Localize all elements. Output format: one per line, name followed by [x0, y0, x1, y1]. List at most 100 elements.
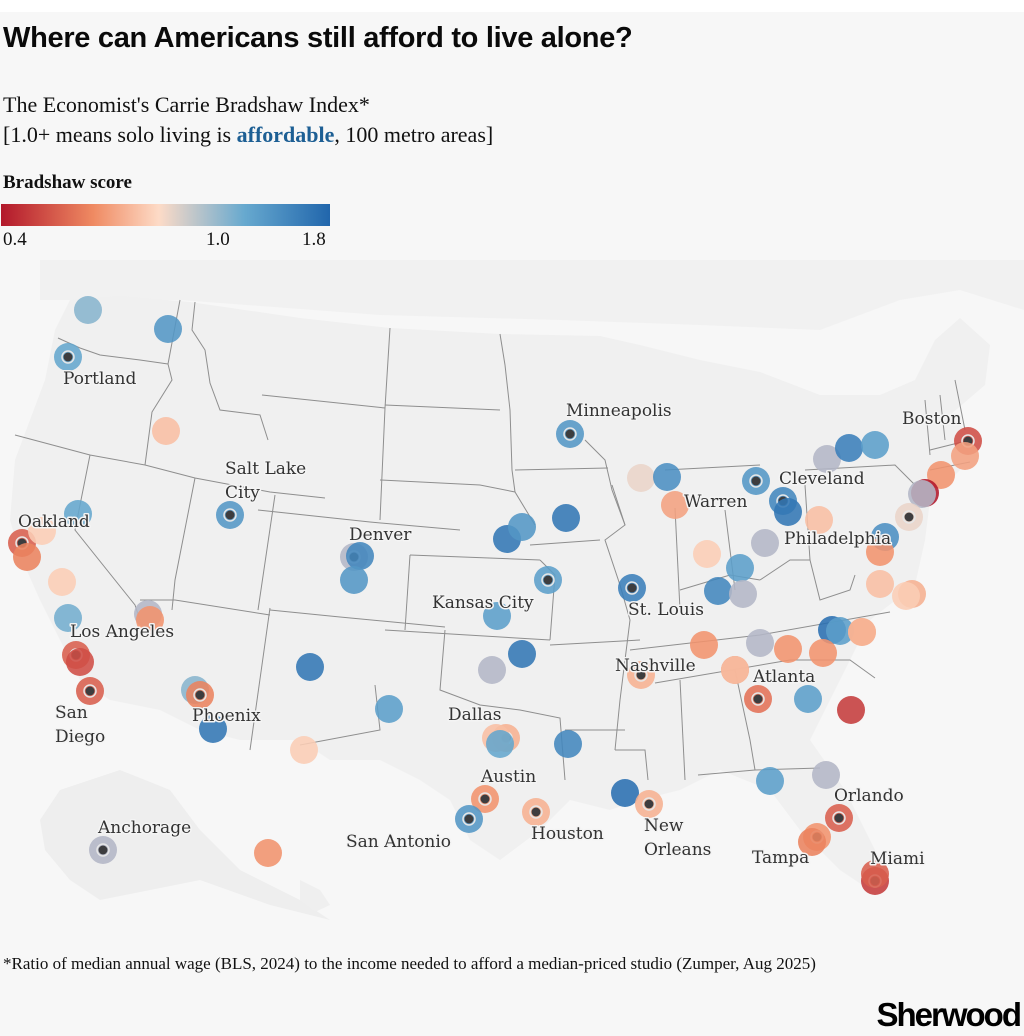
- bubble[interactable]: 1.7: [774, 498, 802, 526]
- bubble-circle[interactable]: [835, 434, 863, 462]
- bubble-phoenix[interactable]: Phoenix 0.7: [186, 681, 214, 709]
- bubble[interactable]: 0.7: [13, 543, 41, 571]
- bubble[interactable]: 0.9: [805, 506, 833, 534]
- bubble-circle[interactable]: [154, 315, 182, 343]
- bubble-circle[interactable]: [508, 513, 536, 541]
- bubble-warren[interactable]: Warren 1.5: [742, 467, 770, 495]
- bubble[interactable]: 0.75: [774, 635, 802, 663]
- bubble[interactable]: 1.55: [653, 463, 681, 491]
- bubble-st-louis[interactable]: St. Louis 1.65: [618, 574, 646, 602]
- bubble-circle[interactable]: [746, 629, 774, 657]
- bubble-circle[interactable]: [721, 656, 749, 684]
- bubble[interactable]: 0.75: [927, 461, 955, 489]
- bubble[interactable]: 1.45: [826, 617, 854, 645]
- bubble[interactable]: 0.5: [837, 696, 865, 724]
- bubble[interactable]: 1.7: [552, 504, 580, 532]
- bubble[interactable]: 1.3: [74, 296, 102, 324]
- bubble[interactable]: 1.2: [729, 580, 757, 608]
- bubble-circle[interactable]: [136, 606, 164, 634]
- bubble-circle[interactable]: [483, 602, 511, 630]
- bubble[interactable]: 1.05: [627, 464, 655, 492]
- bubble-circle[interactable]: [64, 500, 92, 528]
- bubble[interactable]: 1.35: [54, 604, 82, 632]
- bubble[interactable]: 0.75: [136, 606, 164, 634]
- bubble-circle[interactable]: [826, 617, 854, 645]
- bubble-new-orleans[interactable]: New Orleans 0.85: [635, 790, 663, 818]
- bubble[interactable]: 1.45: [726, 554, 754, 582]
- bubble-circle[interactable]: [340, 566, 368, 594]
- bubble-minneapolis[interactable]: Minneapolis 1.5: [556, 420, 584, 448]
- bubble-circle[interactable]: [690, 631, 718, 659]
- bubble-circle[interactable]: [199, 715, 227, 743]
- bubble[interactable]: 1.45: [861, 431, 889, 459]
- bubble[interactable]: 0.8: [951, 442, 979, 470]
- bubble-circle[interactable]: [13, 543, 41, 571]
- bubble-circle[interactable]: [866, 538, 894, 566]
- bubble[interactable]: 0.95: [892, 582, 920, 610]
- bubble[interactable]: 1.6: [704, 577, 732, 605]
- bubble[interactable]: 0.95: [48, 568, 76, 596]
- bubble[interactable]: 1.45: [794, 685, 822, 713]
- bubble[interactable]: 1.5: [508, 513, 536, 541]
- bubble-circle[interactable]: [798, 828, 826, 856]
- bubble[interactable]: 1.45: [375, 695, 403, 723]
- bubble-san-antonio[interactable]: San Antonio 1.5: [455, 805, 483, 833]
- bubble[interactable]: 1.25: [908, 480, 936, 508]
- bubble-circle[interactable]: [375, 695, 403, 723]
- bubble-circle[interactable]: [774, 498, 802, 526]
- bubble-circle[interactable]: [611, 779, 639, 807]
- bubble-circle[interactable]: [848, 618, 876, 646]
- bubble-circle[interactable]: [927, 461, 955, 489]
- bubble[interactable]: 0.75: [809, 639, 837, 667]
- bubble-circle[interactable]: [661, 491, 689, 519]
- bubble[interactable]: 0.9: [721, 656, 749, 684]
- bubble-circle[interactable]: [486, 730, 514, 758]
- bubble[interactable]: 1.45: [483, 602, 511, 630]
- bubble[interactable]: 0.9: [866, 570, 894, 598]
- bubble-circle[interactable]: [693, 540, 721, 568]
- bubble[interactable]: 1.6: [554, 730, 582, 758]
- bubble[interactable]: 1.4: [64, 500, 92, 528]
- bubble-circle[interactable]: [951, 442, 979, 470]
- bubble[interactable]: 1.25: [813, 445, 841, 473]
- bubble[interactable]: 1.5: [340, 566, 368, 594]
- bubble-circle[interactable]: [774, 635, 802, 663]
- bubble-circle[interactable]: [508, 640, 536, 668]
- bubble-circle[interactable]: [837, 696, 865, 724]
- bubble-circle[interactable]: [729, 580, 757, 608]
- bubble-houston[interactable]: Houston 0.85: [522, 798, 550, 826]
- bubble[interactable]: Honolulu 0.75: [254, 839, 282, 867]
- bubble[interactable]: 1.6: [346, 542, 374, 570]
- bubble[interactable]: Warren 0.8: [661, 491, 689, 519]
- bubble-portland[interactable]: Portland 1.4: [54, 343, 82, 371]
- bubble[interactable]: 1.4: [486, 730, 514, 758]
- bubble-circle[interactable]: [653, 463, 681, 491]
- bubble-circle[interactable]: [74, 296, 102, 324]
- bubble-austin[interactable]: Austin 0.75: [471, 785, 499, 813]
- bubble-orlando[interactable]: Orlando 0.6: [825, 804, 853, 832]
- bubble-circle[interactable]: [254, 839, 282, 867]
- bubble-circle[interactable]: [866, 570, 894, 598]
- bubble-san-diego[interactable]: San Diego 0.6: [76, 677, 104, 705]
- bubble[interactable]: 0.75: [866, 538, 894, 566]
- bubble[interactable]: 1.75: [611, 779, 639, 807]
- bubble[interactable]: 1.7: [508, 640, 536, 668]
- bubble-circle[interactable]: [66, 648, 94, 676]
- bubble[interactable]: 1.65: [835, 434, 863, 462]
- bubble-circle[interactable]: [756, 767, 784, 795]
- bubble-circle[interactable]: [892, 582, 920, 610]
- bubble-circle[interactable]: [152, 417, 180, 445]
- bubble-circle[interactable]: [48, 568, 76, 596]
- bubble-circle[interactable]: [812, 761, 840, 789]
- bubble[interactable]: 1.5: [154, 315, 182, 343]
- bubble-circle[interactable]: [554, 730, 582, 758]
- bubble-circle[interactable]: [627, 464, 655, 492]
- bubble-salt-lake-city[interactable]: Salt Lake City 1.5: [216, 501, 244, 529]
- bubble[interactable]: 1.7: [199, 715, 227, 743]
- bubble-circle[interactable]: [478, 656, 506, 684]
- bubble-circle[interactable]: [751, 529, 779, 557]
- bubble-philadelphia[interactable]: Philadelphia 1.05: [895, 503, 923, 531]
- bubble-circle[interactable]: [290, 736, 318, 764]
- bubble[interactable]: 1.7: [296, 653, 324, 681]
- bubble[interactable]: 0.6: [861, 860, 889, 888]
